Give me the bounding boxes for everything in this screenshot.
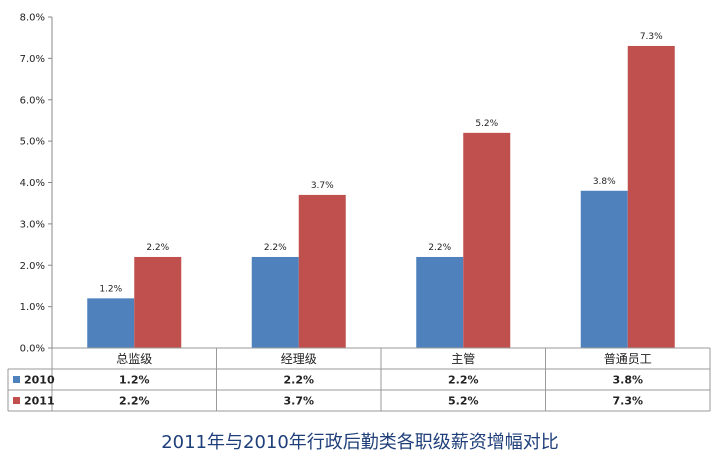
- table-value: 1.2%: [119, 374, 150, 387]
- data-label: 1.2%: [99, 284, 122, 294]
- bar-2010: [87, 298, 135, 348]
- y-tick-label: 0.0%: [20, 344, 45, 355]
- bars: 1.2% 2.2% 2.2% 3.7% 2.2% 5.2% 3.8% 7.3%: [87, 32, 675, 349]
- data-label: 2.2%: [146, 243, 169, 253]
- table-value: 7.3%: [612, 395, 643, 408]
- bar-2011: [627, 45, 675, 349]
- table-value: 3.8%: [612, 374, 643, 387]
- data-label: 2.2%: [428, 243, 451, 253]
- y-tick-label: 6.0%: [20, 95, 45, 106]
- bar-2011: [463, 132, 511, 348]
- data-label: 2.2%: [264, 243, 287, 253]
- table-value: 3.7%: [283, 395, 314, 408]
- bar-2011: [134, 256, 182, 348]
- y-tick-label: 1.0%: [20, 302, 45, 313]
- data-label: 5.2%: [475, 119, 498, 129]
- category-label: 经理级: [281, 352, 317, 366]
- data-label: 3.7%: [311, 181, 334, 191]
- y-tick-label: 7.0%: [20, 54, 45, 65]
- y-tick-label: 4.0%: [20, 178, 45, 189]
- data-label: 7.3%: [640, 32, 663, 42]
- bar-2010: [580, 190, 628, 348]
- data-table: 总监级 经理级 主管 普通员工 2010 1.2% 2.2% 2.2% 3.8% 2011 2.2%…: [7, 347, 711, 412]
- table-value: 2.2%: [119, 395, 150, 408]
- table-value: 5.2%: [448, 395, 479, 408]
- legend-swatch-2011: [13, 397, 20, 404]
- bar-2010: [251, 256, 299, 348]
- table-value: 2.2%: [283, 374, 314, 387]
- legend-swatch-2010: [13, 376, 20, 383]
- chart-title: 2011年与2010年行政后勤类各职级薪资增幅对比: [161, 432, 559, 453]
- category-label: 普通员工: [604, 352, 652, 366]
- category-label: 总监级: [116, 352, 152, 366]
- series-name: 2010: [24, 374, 55, 387]
- y-tick-label: 5.0%: [20, 137, 45, 148]
- y-axis: 0.0% 1.0% 2.0% 3.0% 4.0% 5.0% 6.0% 7.0% 8.0%: [20, 13, 53, 355]
- y-tick-label: 2.0%: [20, 261, 45, 272]
- y-tick-label: 8.0%: [20, 13, 45, 24]
- category-label: 主管: [451, 351, 475, 366]
- bar-2010: [416, 256, 464, 348]
- data-label: 3.8%: [593, 177, 616, 187]
- series-name: 2011: [24, 395, 55, 408]
- table-value: 2.2%: [448, 374, 479, 387]
- y-tick-label: 3.0%: [20, 219, 45, 230]
- bar-2011: [298, 194, 346, 348]
